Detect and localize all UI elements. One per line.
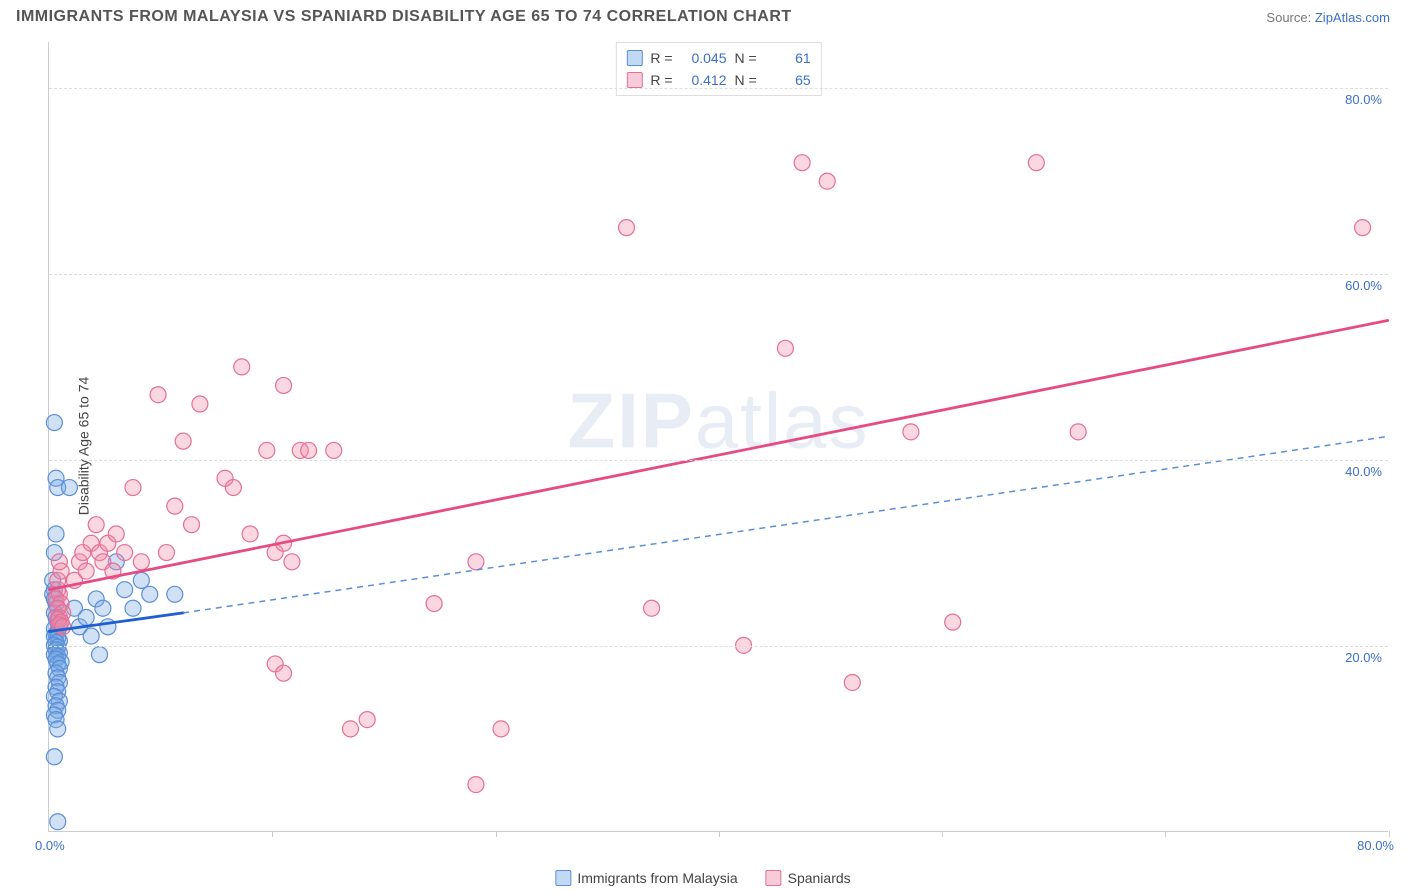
- data-point-spaniards: [108, 526, 124, 542]
- y-tick-label: 40.0%: [1345, 464, 1382, 479]
- data-point-malaysia: [46, 415, 62, 431]
- data-point-spaniards: [175, 433, 191, 449]
- n-label: N =: [735, 50, 757, 66]
- data-point-malaysia: [46, 749, 62, 765]
- data-point-spaniards: [342, 721, 358, 737]
- gridline: [49, 646, 1388, 647]
- x-tick: [942, 831, 943, 837]
- gridline: [49, 460, 1388, 461]
- data-point-spaniards: [276, 665, 292, 681]
- x-tick: [496, 831, 497, 837]
- data-point-spaniards: [259, 442, 275, 458]
- trend-line-spaniards: [49, 320, 1387, 589]
- data-point-spaniards: [55, 619, 71, 635]
- legend-label-malaysia: Immigrants from Malaysia: [577, 870, 737, 886]
- x-origin-label: 0.0%: [35, 838, 65, 853]
- r-label: R =: [650, 72, 672, 88]
- y-tick-label: 80.0%: [1345, 92, 1382, 107]
- stats-row-malaysia: R = 0.045 N = 61: [626, 47, 810, 69]
- data-point-spaniards: [468, 554, 484, 570]
- scatter-svg: [49, 42, 1388, 831]
- x-tick: [1165, 831, 1166, 837]
- x-tick: [719, 831, 720, 837]
- source-label: Source:: [1266, 10, 1311, 25]
- data-point-spaniards: [1355, 220, 1371, 236]
- data-point-malaysia: [48, 526, 64, 542]
- r-value-spaniards: 0.412: [681, 72, 727, 88]
- r-label: R =: [650, 50, 672, 66]
- data-point-spaniards: [167, 498, 183, 514]
- source-link[interactable]: ZipAtlas.com: [1315, 10, 1390, 25]
- n-value-spaniards: 65: [765, 72, 811, 88]
- data-point-spaniards: [125, 480, 141, 496]
- data-point-malaysia: [117, 582, 133, 598]
- chart-title: IMMIGRANTS FROM MALAYSIA VS SPANIARD DIS…: [16, 8, 792, 26]
- data-point-spaniards: [619, 220, 635, 236]
- data-point-spaniards: [644, 600, 660, 616]
- x-tick: [272, 831, 273, 837]
- r-value-malaysia: 0.045: [681, 50, 727, 66]
- data-point-spaniards: [284, 554, 300, 570]
- data-point-spaniards: [819, 173, 835, 189]
- data-point-malaysia: [61, 480, 77, 496]
- data-point-spaniards: [225, 480, 241, 496]
- data-point-malaysia: [142, 586, 158, 602]
- gridline: [49, 88, 1388, 89]
- data-point-malaysia: [78, 610, 94, 626]
- y-tick-label: 20.0%: [1345, 650, 1382, 665]
- data-point-spaniards: [117, 545, 133, 561]
- data-point-malaysia: [83, 628, 99, 644]
- n-label: N =: [735, 72, 757, 88]
- data-point-spaniards: [359, 712, 375, 728]
- data-point-spaniards: [192, 396, 208, 412]
- data-point-malaysia: [125, 600, 141, 616]
- swatch-malaysia: [626, 50, 642, 66]
- legend-label-spaniards: Spaniards: [788, 870, 851, 886]
- data-point-spaniards: [903, 424, 919, 440]
- trend-extension-malaysia: [183, 437, 1387, 613]
- data-point-spaniards: [158, 545, 174, 561]
- gridline: [49, 274, 1388, 275]
- data-point-spaniards: [78, 563, 94, 579]
- data-point-spaniards: [1070, 424, 1086, 440]
- data-point-spaniards: [51, 554, 67, 570]
- x-tick: [1389, 831, 1390, 837]
- data-point-spaniards: [945, 614, 961, 630]
- data-point-spaniards: [242, 526, 258, 542]
- data-point-malaysia: [133, 572, 149, 588]
- data-point-spaniards: [794, 155, 810, 171]
- data-point-spaniards: [844, 674, 860, 690]
- n-value-malaysia: 61: [765, 50, 811, 66]
- swatch-malaysia: [555, 870, 571, 886]
- legend-item-spaniards: Spaniards: [766, 870, 851, 886]
- data-point-spaniards: [493, 721, 509, 737]
- data-point-malaysia: [92, 647, 108, 663]
- data-point-spaniards: [150, 387, 166, 403]
- data-point-spaniards: [184, 517, 200, 533]
- series-legend: Immigrants from Malaysia Spaniards: [555, 870, 850, 886]
- data-point-spaniards: [426, 596, 442, 612]
- data-point-spaniards: [468, 777, 484, 793]
- data-point-malaysia: [95, 600, 111, 616]
- data-point-malaysia: [167, 586, 183, 602]
- data-point-malaysia: [50, 814, 66, 830]
- source-attribution: Source: ZipAtlas.com: [1266, 10, 1390, 25]
- data-point-spaniards: [234, 359, 250, 375]
- data-point-spaniards: [1028, 155, 1044, 171]
- y-tick-label: 60.0%: [1345, 278, 1382, 293]
- data-point-spaniards: [276, 377, 292, 393]
- data-point-spaniards: [133, 554, 149, 570]
- swatch-spaniards: [766, 870, 782, 886]
- data-point-spaniards: [88, 517, 104, 533]
- chart-plot-area: ZIPatlas R = 0.045 N = 61 R = 0.412 N = …: [48, 42, 1388, 832]
- data-point-malaysia: [50, 721, 66, 737]
- data-point-spaniards: [777, 340, 793, 356]
- swatch-spaniards: [626, 72, 642, 88]
- data-point-spaniards: [301, 442, 317, 458]
- x-end-label: 80.0%: [1357, 838, 1394, 853]
- legend-item-malaysia: Immigrants from Malaysia: [555, 870, 737, 886]
- data-point-spaniards: [326, 442, 342, 458]
